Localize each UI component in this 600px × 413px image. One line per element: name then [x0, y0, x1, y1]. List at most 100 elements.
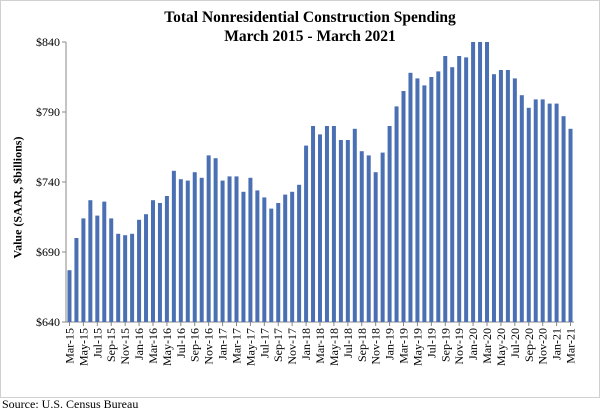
- x-tick-label: May-20: [494, 328, 508, 366]
- bar: [67, 270, 72, 322]
- bar: [150, 200, 155, 322]
- x-tick-label: Mar-20: [480, 328, 494, 364]
- y-tick-label: $740: [36, 175, 60, 189]
- x-tick-label: Mar-21: [564, 328, 578, 364]
- x-tick-label: Jan-21: [550, 328, 564, 360]
- bar: [157, 203, 162, 322]
- bar: [464, 57, 469, 323]
- x-tick-label: May-16: [160, 328, 174, 366]
- bar: [95, 215, 100, 322]
- bar: [269, 208, 274, 322]
- bar: [554, 103, 559, 322]
- bar: [394, 106, 399, 323]
- bar: [498, 70, 503, 322]
- bar: [408, 72, 413, 322]
- bar: [185, 180, 190, 322]
- x-tick-label: Sep-15: [104, 328, 118, 362]
- bar: [164, 196, 169, 322]
- x-tick-label: Nov-17: [285, 328, 299, 365]
- x-tick-label: Jul-20: [508, 328, 522, 358]
- x-tick-label: May-18: [327, 328, 341, 366]
- x-tick-label: Mar-18: [313, 328, 327, 364]
- chart-title-line-2: March 2015 - March 2021: [224, 28, 396, 45]
- bar: [88, 200, 93, 322]
- x-tick-label: May-15: [76, 328, 90, 366]
- x-tick-label: Jul-17: [257, 328, 271, 358]
- bar: [311, 126, 316, 322]
- x-tick-label: Jul-19: [424, 328, 438, 358]
- x-tick-label: Nov-19: [452, 328, 466, 365]
- bar: [130, 233, 135, 322]
- y-tick-label: $640: [36, 315, 60, 329]
- bar: [338, 140, 343, 322]
- bar: [199, 177, 204, 322]
- y-tick-label: $690: [36, 245, 60, 259]
- chart-title: Total Nonresidential Construction Spendi…: [60, 8, 560, 46]
- bar: [373, 172, 378, 322]
- bar: [568, 128, 573, 322]
- x-tick-label: May-17: [243, 328, 257, 366]
- bar: [519, 95, 524, 322]
- x-tick-label: Sep-20: [522, 328, 536, 362]
- x-tick-label: Mar-17: [229, 328, 243, 364]
- bar: [540, 99, 545, 323]
- x-tick-label: Nov-15: [118, 328, 132, 365]
- bar: [561, 116, 566, 322]
- x-tick-label: Nov-18: [369, 328, 383, 365]
- bar: [401, 91, 406, 322]
- bar: [318, 134, 322, 322]
- bar: [255, 190, 260, 322]
- bar: [192, 172, 197, 322]
- bar: [366, 155, 371, 322]
- bar: [234, 176, 239, 322]
- bar: [422, 85, 427, 323]
- bar: [304, 145, 309, 322]
- bar: [324, 126, 329, 322]
- bar: [429, 77, 434, 322]
- bar: [547, 103, 552, 322]
- y-tick-label: $840: [36, 35, 60, 49]
- bar: [137, 219, 142, 322]
- bar: [380, 152, 385, 322]
- bar: [220, 180, 225, 322]
- bar: [283, 194, 288, 322]
- bar: [262, 197, 267, 322]
- bar: [74, 238, 79, 322]
- x-tick-label: Sep-16: [188, 328, 202, 362]
- bar: [415, 78, 420, 323]
- x-tick-label: Nov-20: [536, 328, 550, 365]
- x-tick-label: Jul-15: [90, 328, 104, 358]
- y-tick-label: $790: [36, 105, 60, 119]
- bar: [526, 107, 531, 322]
- bar: [109, 218, 114, 322]
- bar: [227, 176, 232, 322]
- bar: [505, 70, 510, 322]
- x-tick-label: Jan-20: [466, 328, 480, 360]
- x-tick-label: Sep-19: [438, 328, 452, 362]
- x-tick-label: Jul-16: [174, 328, 188, 358]
- bar: [102, 201, 107, 322]
- bar: [178, 179, 183, 322]
- bar: [297, 184, 302, 322]
- x-tick-label: May-19: [410, 328, 424, 366]
- bar: [436, 71, 441, 323]
- x-tick-label: Jan-18: [299, 328, 313, 360]
- bar: [443, 56, 448, 322]
- x-tick-label: Jan-17: [216, 328, 230, 360]
- x-tick-label: Mar-19: [397, 328, 411, 364]
- bar: [485, 42, 490, 322]
- bar: [359, 151, 364, 322]
- bar: [171, 170, 176, 322]
- x-tick-label: Mar-15: [62, 328, 76, 364]
- x-tick-label: Jan-16: [132, 328, 146, 360]
- x-tick-label: Sep-18: [355, 328, 369, 362]
- x-tick-label: Nov-16: [202, 328, 216, 365]
- bar: [345, 140, 350, 322]
- bar: [123, 235, 128, 322]
- bar: [387, 126, 392, 322]
- bar: [81, 218, 86, 322]
- x-tick-label: Jul-18: [341, 328, 355, 358]
- x-tick-label: Jan-19: [383, 328, 397, 360]
- bar: [241, 191, 246, 322]
